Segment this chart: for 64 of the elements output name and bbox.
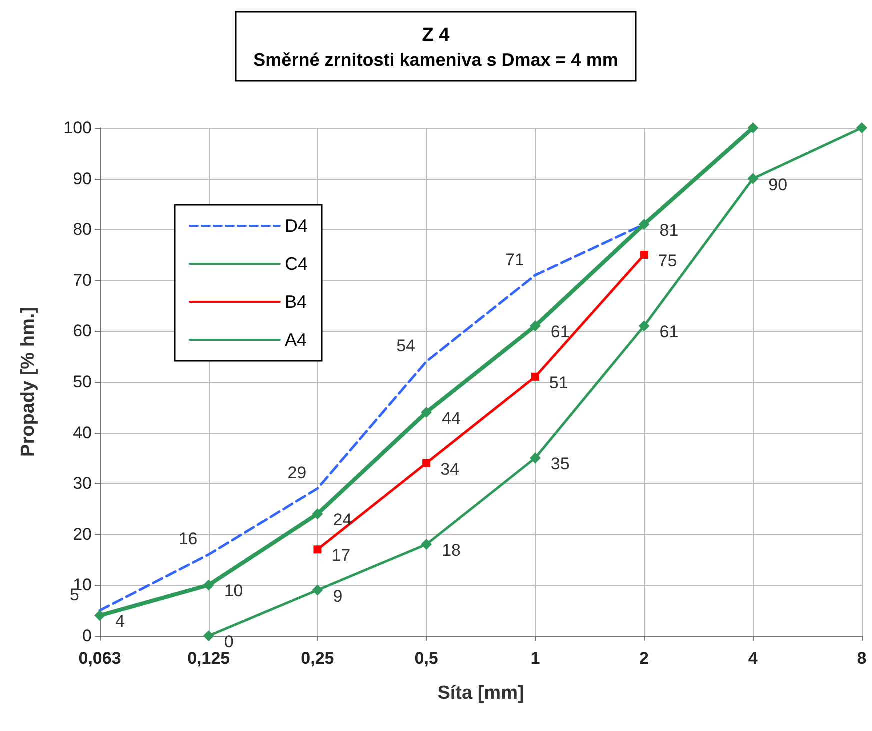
point — [314, 546, 322, 554]
point — [530, 452, 541, 464]
point — [421, 539, 432, 550]
point — [856, 122, 868, 134]
point — [638, 219, 650, 230]
y-tick-label: 70 — [73, 270, 92, 290]
y-tick-label: 100 — [64, 118, 92, 138]
y-tick-label: 0 — [82, 626, 92, 646]
legend-label: A4 — [285, 330, 308, 350]
x-tick-label: 0,25 — [301, 649, 334, 668]
chart-subtitle: Směrné zrnitosti kameniva s Dmax = 4 mm — [254, 50, 618, 70]
data-label: 51 — [549, 373, 568, 392]
y-tick-label: 60 — [73, 322, 92, 341]
y-tick-label: 40 — [73, 423, 92, 442]
y-tick-label: 30 — [73, 474, 92, 494]
point — [530, 320, 541, 332]
data-label: 34 — [440, 460, 460, 479]
point — [312, 508, 324, 520]
data-label: 90 — [768, 175, 788, 194]
data-label: 29 — [288, 464, 307, 483]
legend-label: C4 — [285, 254, 308, 274]
data-label: 16 — [178, 530, 198, 549]
data-label: 61 — [660, 322, 679, 342]
x-tick-label: 0,125 — [188, 649, 230, 668]
y-tick-label: 50 — [73, 372, 92, 392]
y-tick-label: 90 — [73, 169, 92, 188]
data-label: 9 — [333, 586, 343, 606]
y-axis-title: Propady [% hm.] — [18, 307, 39, 457]
data-label: 71 — [505, 250, 524, 270]
point — [748, 122, 759, 134]
chart-title: Z 4 — [422, 25, 450, 46]
data-label: 75 — [658, 252, 678, 270]
x-tick-label: 2 — [640, 649, 650, 668]
point — [312, 584, 324, 596]
x-axis-title: Síta [mm] — [438, 683, 524, 704]
data-label: 54 — [396, 336, 416, 356]
data-label: 17 — [332, 546, 351, 566]
legend-label: D4 — [285, 216, 308, 236]
data-label: 18 — [442, 541, 461, 560]
point — [421, 406, 432, 418]
data-label: 35 — [550, 454, 570, 474]
x-tick-label: 1 — [530, 649, 540, 668]
x-tick-label: 8 — [857, 649, 867, 668]
x-tick-label: 0,063 — [78, 649, 122, 668]
data-label: 0 — [224, 632, 234, 652]
point — [94, 610, 106, 622]
data-label: 61 — [550, 322, 570, 342]
point — [422, 459, 431, 468]
point — [638, 320, 650, 332]
y-tick-label: 20 — [73, 524, 92, 544]
data-label: 4 — [116, 612, 125, 632]
data-label: 81 — [660, 221, 679, 240]
point — [203, 630, 214, 642]
x-tick-label: 4 — [748, 649, 758, 668]
point — [640, 251, 648, 259]
data-label: 24 — [333, 510, 352, 530]
point — [748, 173, 759, 184]
data-label: 10 — [224, 582, 244, 601]
point — [203, 580, 214, 591]
point — [531, 372, 540, 381]
data-label: 44 — [442, 408, 461, 428]
x-tick-label: 0,5 — [414, 649, 438, 668]
legend-label: B4 — [285, 292, 308, 312]
y-tick-label: 80 — [73, 220, 92, 240]
